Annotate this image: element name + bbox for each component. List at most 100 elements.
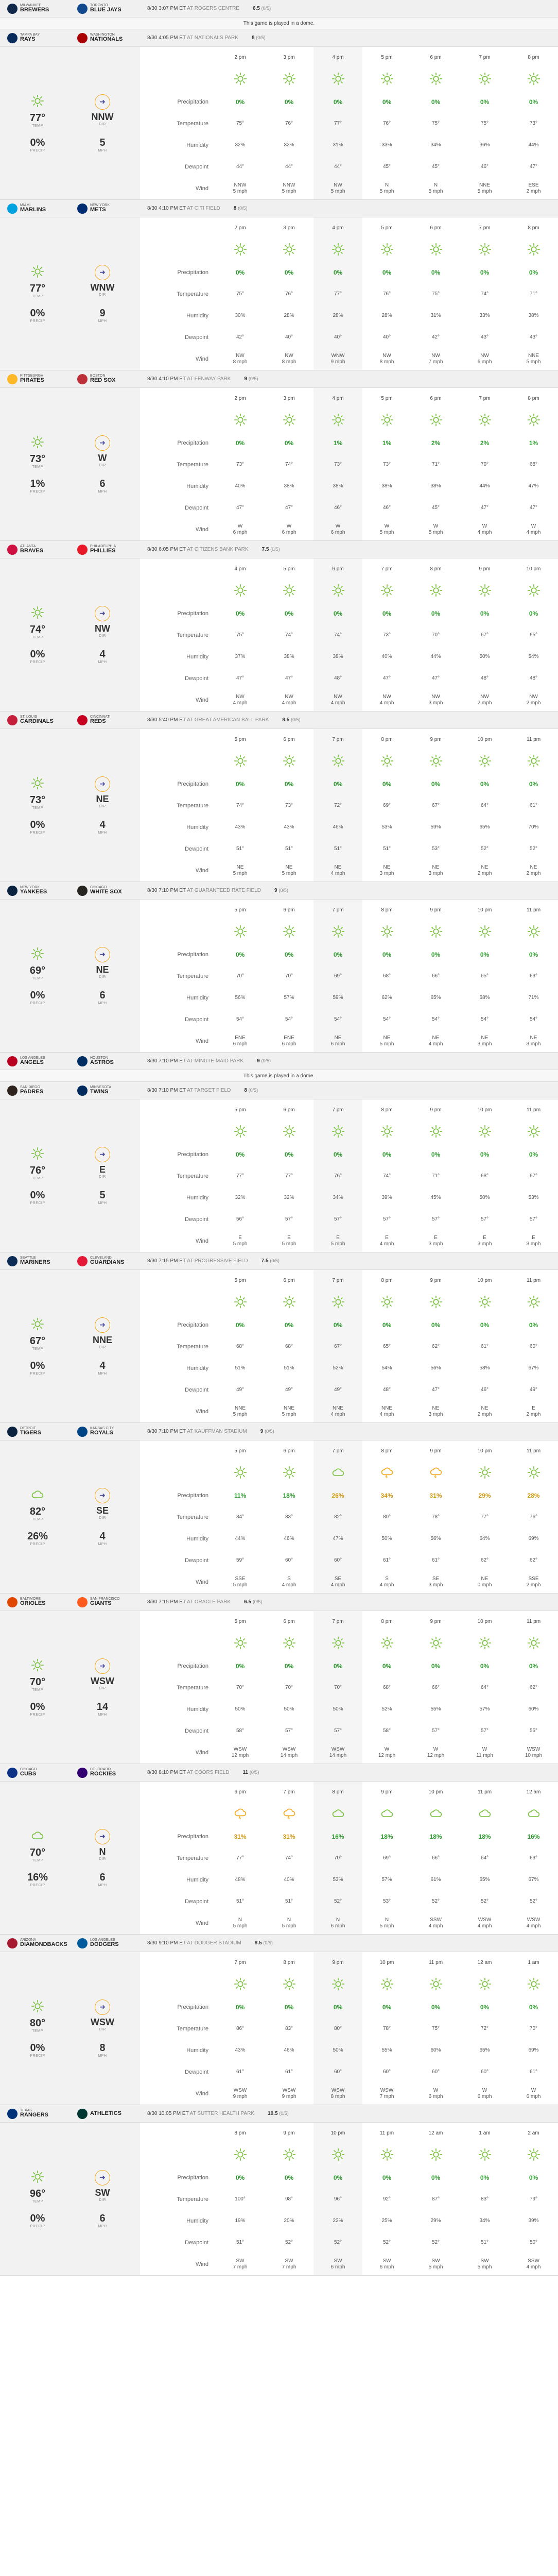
sun-icon: [283, 925, 296, 940]
home-team[interactable]: Cleveland Guardians: [77, 1256, 147, 1266]
home-team[interactable]: San Francisco Giants: [77, 1597, 147, 1607]
wind-cell: SW 7 mph: [216, 2253, 265, 2275]
home-team[interactable]: Washington Nationals: [77, 32, 147, 43]
hourly-row-humidity: Humidity 43% 43% 46% 53% 59% 65% 70%: [140, 817, 558, 838]
summary-temp: 70° TEMP: [23, 1658, 52, 1692]
wind-direction: SSE: [528, 1576, 539, 1582]
away-team[interactable]: St. Louis Cardinals: [7, 715, 77, 725]
wind-speed: 5 mph: [233, 1412, 248, 1417]
weather-score: 8 (0/5): [252, 35, 266, 41]
dewpoint-cell: 51°: [285, 846, 293, 852]
home-team[interactable]: Minnesota Twins: [77, 1085, 147, 1096]
home-team-name-block: Kansas City Royals: [90, 1427, 114, 1436]
humidity-cell: 38%: [313, 476, 362, 497]
wind-direction: W: [482, 1747, 487, 1752]
summary-precip: 26% PRECIP: [23, 1529, 52, 1546]
away-team[interactable]: Atlanta Braves: [7, 544, 77, 555]
away-team[interactable]: Milwaukee Brewers: [7, 3, 77, 14]
weather-score: 9 (0/5): [257, 1058, 271, 1064]
wind-speed: 3 mph: [379, 871, 394, 876]
home-team[interactable]: Cincinnati Reds: [77, 715, 147, 725]
summary-dir-value: NE: [96, 793, 109, 804]
home-team-name-block: Los Angeles Dodgers: [90, 1938, 119, 1948]
away-team[interactable]: Tampa Bay Rays: [7, 32, 77, 43]
hours-cell: 8 pm: [528, 225, 539, 231]
matchup: Seattle Mariners Cleveland Guardians: [7, 1256, 147, 1266]
precip-cell: 18%: [429, 1833, 442, 1840]
away-team[interactable]: New York Yankees: [7, 885, 77, 896]
home-team[interactable]: Toronto Blue Jays: [77, 3, 147, 14]
away-team[interactable]: Detroit Tigers: [7, 1426, 77, 1437]
temp-cell: 70°: [480, 462, 489, 467]
wind-direction: NE: [383, 865, 391, 870]
temp-cell: 77°: [236, 1173, 245, 1179]
summary-dir-value: WNW: [90, 282, 115, 293]
hours-cell: 6 pm: [283, 1619, 295, 1624]
home-team[interactable]: New York Mets: [77, 203, 147, 214]
precip-row-label: Precipitation: [177, 1151, 208, 1158]
home-team[interactable]: Colorado Rockies: [77, 1767, 147, 1778]
summary-temp-value: 76°: [29, 1164, 46, 1176]
temp-cell: 66°: [431, 1685, 440, 1690]
home-team-name-block: Colorado Rockies: [90, 1768, 116, 1777]
dewpoint-cell: 49°: [236, 1387, 245, 1393]
temp-cell: 73°: [236, 462, 245, 467]
icons-cell: [362, 1803, 411, 1826]
home-team[interactable]: Houston Astros: [77, 1056, 147, 1066]
away-team[interactable]: Pittsburgh Pirates: [7, 374, 77, 384]
ballpark-name: AT ROGERS CENTRE: [187, 6, 239, 11]
home-team[interactable]: Chicago White Sox: [77, 885, 147, 896]
wind-speed: 12 mph: [427, 1753, 445, 1758]
away-team[interactable]: Los Angeles Angels: [7, 1056, 77, 1066]
icons-cell: [460, 1974, 509, 1996]
home-team-name: Mets: [90, 207, 106, 213]
away-team[interactable]: Miami Marlins: [7, 203, 77, 214]
summary-weather-icon: [31, 1999, 44, 2015]
wind-cell: NE 3 mph: [362, 860, 411, 882]
dewpoint-cell: 57°: [313, 1209, 362, 1230]
home-team[interactable]: Athletics: [77, 2108, 147, 2119]
summary-precip-label: PRECIP: [30, 2224, 45, 2228]
away-team[interactable]: San Diego Padres: [7, 1085, 77, 1096]
away-team[interactable]: Texas Rangers: [7, 2108, 77, 2119]
temp-cell: 73°: [382, 462, 391, 467]
game-start-time: 8/30 7:10 PM ET: [147, 1058, 186, 1064]
home-team-name-block: Boston Red Sox: [90, 374, 116, 384]
icons-cell: [313, 580, 362, 603]
precip-cell: 0%: [480, 1662, 490, 1670]
matchup: Atlanta Braves Philadelphia Phillies: [7, 544, 147, 555]
icons-cell: [460, 69, 509, 91]
precip-row-label: Precipitation: [177, 1493, 208, 1499]
precip-cell: 0%: [382, 1321, 392, 1329]
forecast-summary: 73° TEMP ➜ NE DIR 0% PRECIP 4 MPH: [0, 729, 140, 882]
away-team[interactable]: Baltimore Orioles: [7, 1597, 77, 1607]
dewpoint-cell: 60°: [382, 2069, 391, 2075]
summary-dir-label: DIR: [99, 1857, 106, 1861]
away-team[interactable]: Chicago Cubs: [7, 1767, 77, 1778]
hourly-row-humidity: Humidity 43% 46% 50% 55% 60% 65% 69%: [140, 2040, 558, 2061]
home-team[interactable]: Kansas City Royals: [77, 1426, 147, 1437]
away-team[interactable]: Seattle Mariners: [7, 1256, 77, 1266]
icons-cell: [216, 69, 265, 91]
humidity-cell: 31%: [313, 134, 362, 156]
home-team[interactable]: Boston Red Sox: [77, 374, 147, 384]
sun-icon: [380, 2148, 394, 2163]
home-team[interactable]: Los Angeles Dodgers: [77, 1938, 147, 1948]
away-team-name: Cardinals: [20, 718, 54, 725]
away-team-name-block: St. Louis Cardinals: [20, 715, 54, 725]
wind-speed: 7 mph: [428, 359, 443, 365]
ballpark-name: AT GUARANTEED RATE FIELD: [187, 888, 261, 893]
hourly-forecast: 2 pm 3 pm 4 pm 5 pm 6 pm 7 pm 8 pm Precipitatio…: [140, 47, 558, 199]
hours-cell: 10 pm: [428, 1789, 443, 1795]
home-team[interactable]: Philadelphia Phillies: [77, 544, 147, 555]
away-team[interactable]: Arizona Diamondbacks: [7, 1938, 77, 1948]
summary-mph-label: MPH: [98, 1371, 107, 1376]
home-team-city: Toronto: [90, 4, 108, 8]
temp-row-label: Temperature: [177, 1514, 208, 1520]
wind-speed: 2 mph: [477, 871, 492, 876]
hours-cell: 8 pm: [234, 2130, 246, 2136]
wind-speed: 8 mph: [282, 359, 297, 365]
weather-score: 8 (0/5): [234, 206, 248, 211]
wind-direction: ENE: [284, 1035, 294, 1041]
